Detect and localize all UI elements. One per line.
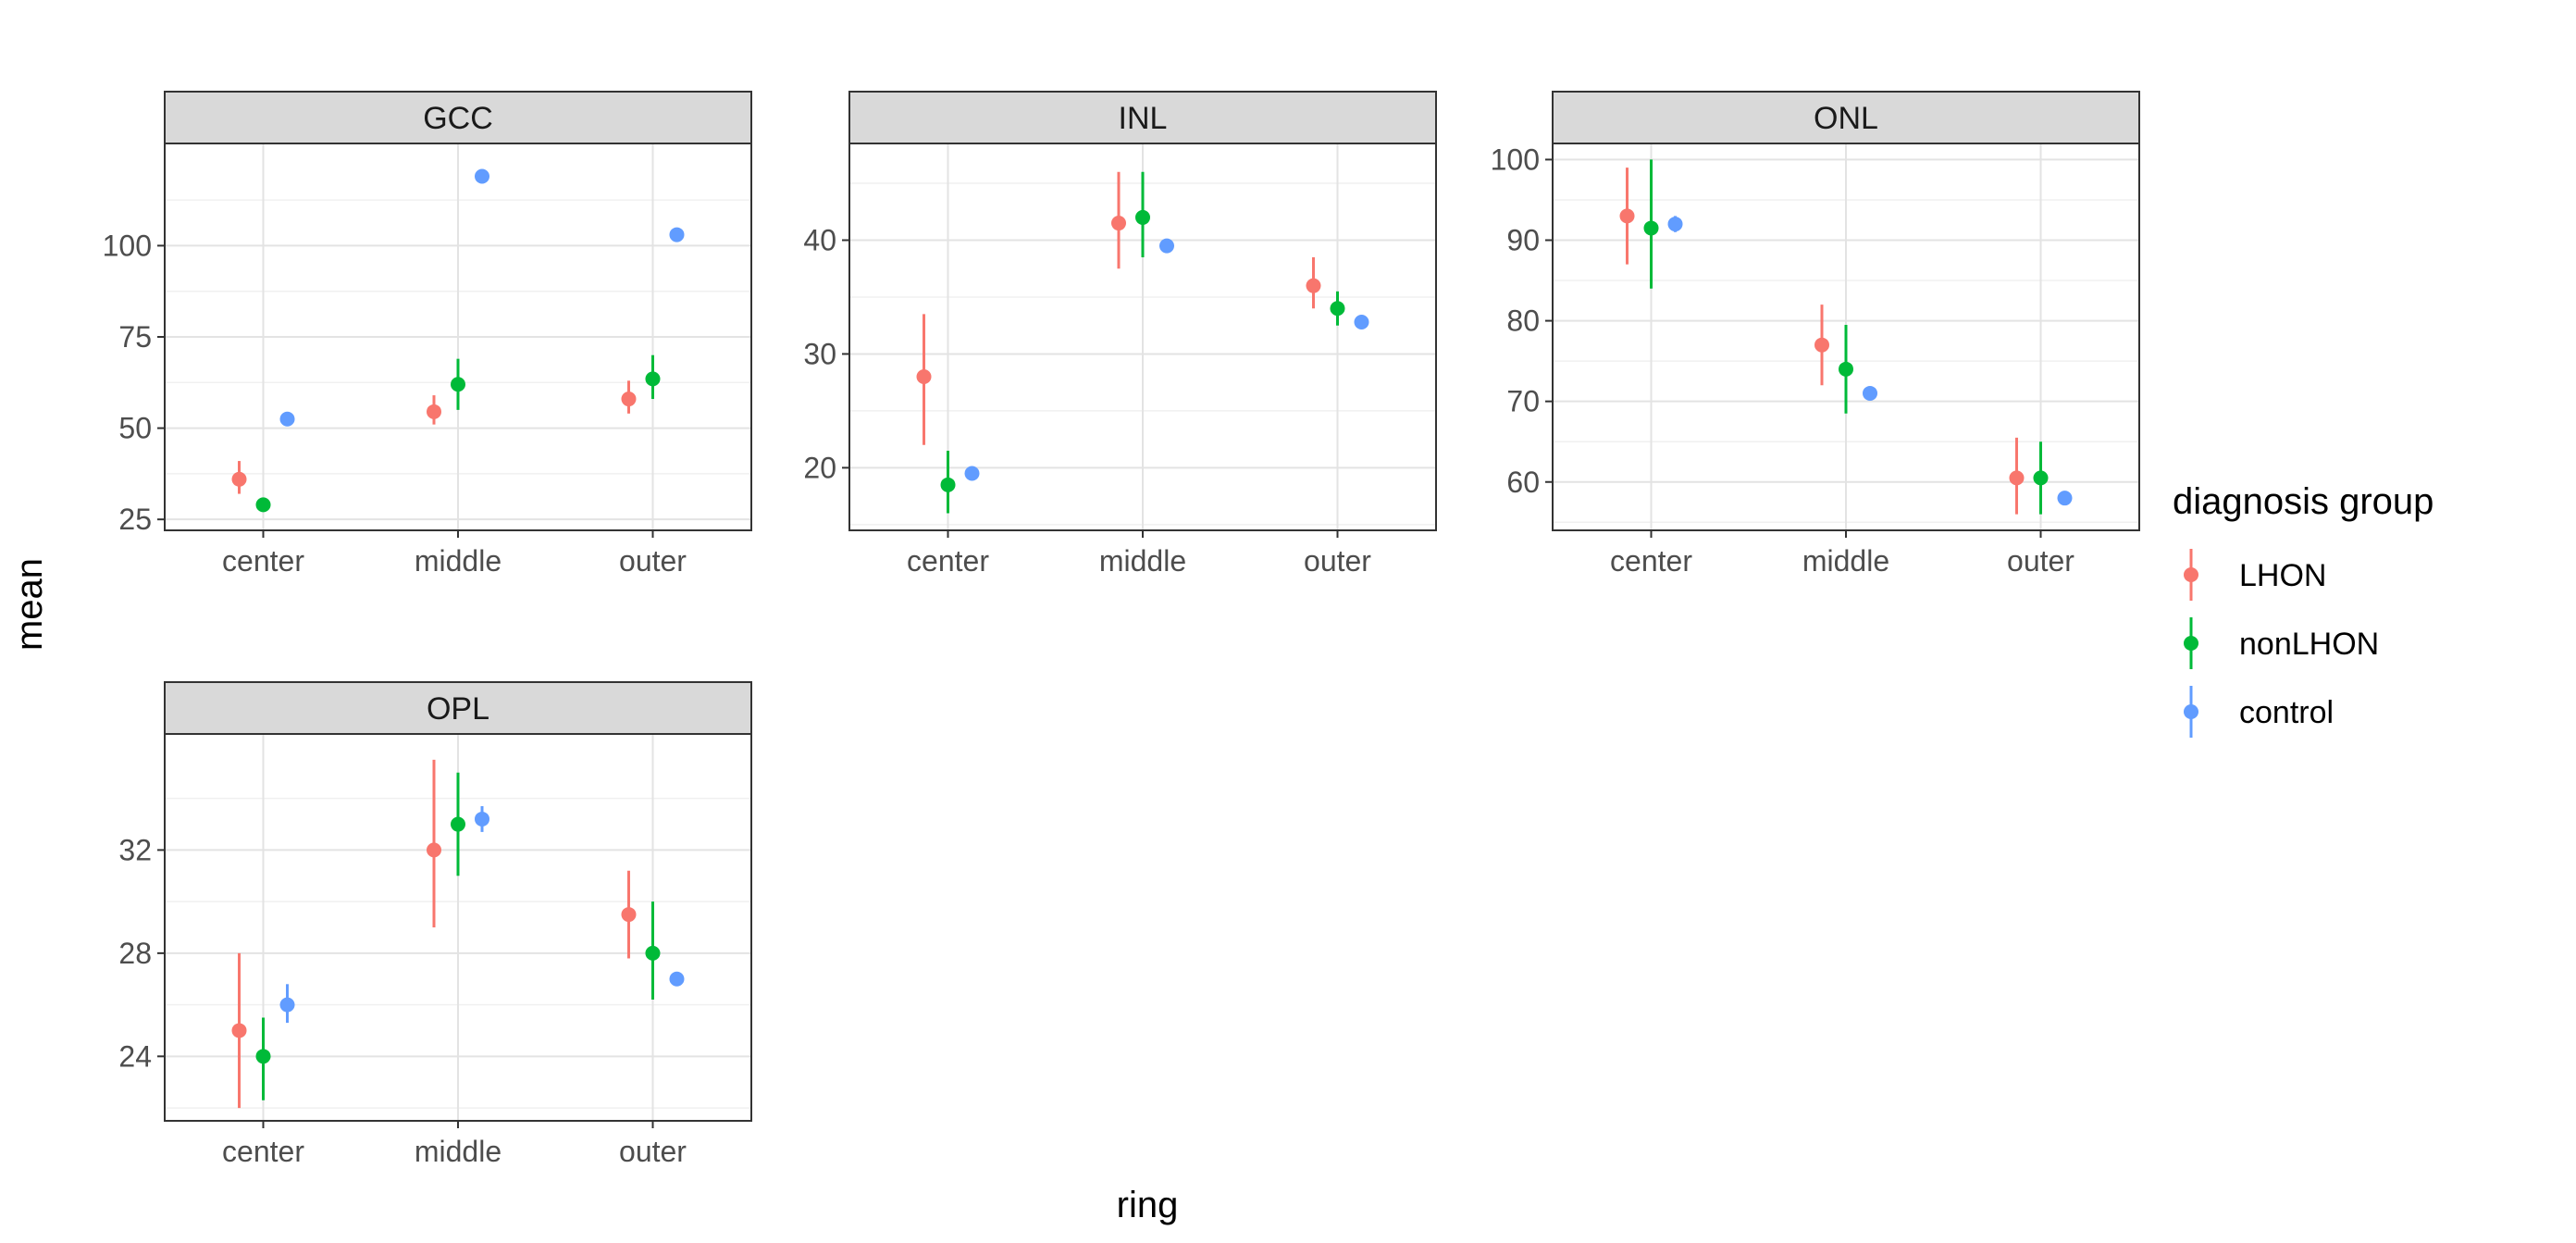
data-point (427, 404, 441, 419)
data-point (669, 971, 685, 987)
x-tick-label: center (222, 1135, 304, 1168)
facet-panel-onl: ONL 60 70 80 90 100 center middle outer (1491, 91, 2140, 578)
data-point (964, 466, 980, 481)
data-point (1354, 315, 1369, 330)
x-tick-label: center (222, 544, 304, 578)
data-point (621, 392, 637, 407)
facet-panel-opl: OPL 24 28 32 center middle outer (118, 681, 752, 1168)
legend-key-point (2184, 704, 2198, 719)
legend-label: control (2239, 695, 2334, 730)
data-point (1619, 208, 1635, 224)
y-tick-label: 25 (118, 503, 152, 536)
y-tick-label: 50 (118, 412, 152, 445)
x-tick-label: outer (2007, 544, 2074, 578)
y-tick-label: 28 (118, 937, 152, 970)
data-point (621, 907, 637, 923)
data-point (2057, 491, 2073, 506)
y-tick-label: 100 (103, 229, 152, 262)
strip-label: OPL (427, 691, 489, 727)
data-point (1667, 217, 1683, 232)
data-point (645, 945, 661, 961)
facet-panel-inl: INL 20 30 40 center middle outer (803, 91, 1437, 578)
data-point (1111, 216, 1126, 231)
data-point (475, 811, 489, 827)
legend-entry: nonLHON (2184, 617, 2379, 669)
data-point (1159, 238, 1174, 254)
y-tick-label: 90 (1506, 224, 1540, 257)
x-tick-label: middle (1802, 544, 1889, 578)
y-tick-label: 30 (803, 337, 836, 370)
panel-border (164, 143, 752, 531)
data-point (1814, 337, 1829, 353)
data-point (1863, 385, 1877, 401)
strip-label: GCC (423, 101, 493, 136)
data-point (1643, 220, 1659, 236)
data-point (2033, 470, 2049, 486)
legend-entry: control (2184, 686, 2334, 738)
x-tick-label: outer (619, 1135, 687, 1168)
data-point (255, 1049, 271, 1064)
x-tick-label: outer (619, 544, 687, 578)
legend-entry: LHON (2184, 549, 2326, 601)
data-point (279, 997, 295, 1013)
legend-key-point (2184, 567, 2198, 582)
y-tick-label: 100 (1491, 143, 1540, 176)
data-point (231, 1023, 247, 1038)
strip-background (848, 91, 1437, 144)
x-tick-label: middle (1099, 544, 1186, 578)
y-tick-label: 80 (1506, 305, 1540, 338)
panel-border (1552, 143, 2140, 531)
y-tick-label: 32 (118, 833, 152, 866)
x-tick-label: outer (1304, 544, 1371, 578)
data-point (1135, 209, 1150, 225)
legend-title: diagnosis group (2173, 481, 2434, 522)
x-tick-label: middle (415, 1135, 502, 1168)
data-point (451, 816, 465, 832)
y-tick-label: 60 (1506, 466, 1540, 499)
legend-label: LHON (2239, 558, 2326, 593)
data-point (2009, 470, 2025, 486)
data-point (451, 377, 465, 392)
legend: diagnosis group LHON nonLHON control (2173, 481, 2434, 738)
data-point (255, 497, 271, 513)
legend-label: nonLHON (2239, 627, 2379, 662)
data-point (645, 371, 661, 387)
data-point (669, 227, 685, 242)
panel-border (164, 733, 752, 1122)
strip-background (164, 681, 752, 735)
data-point (1839, 361, 1853, 377)
data-point (916, 369, 932, 385)
x-tick-label: middle (415, 544, 502, 578)
data-point (231, 471, 247, 487)
y-tick-label: 20 (803, 451, 836, 484)
x-tick-label: center (1610, 544, 1692, 578)
strip-background (1552, 91, 2140, 144)
strip-label: ONL (1814, 101, 1878, 136)
data-point (279, 411, 295, 427)
panel-border (848, 143, 1437, 531)
legend-key-point (2184, 636, 2198, 651)
y-tick-label: 70 (1506, 385, 1540, 418)
y-tick-label: 24 (118, 1039, 152, 1073)
x-tick-label: center (907, 544, 989, 578)
data-point (1306, 278, 1321, 293)
data-point (1330, 301, 1345, 317)
y-tick-label: 75 (118, 320, 152, 354)
x-axis-title: ring (1117, 1185, 1179, 1225)
data-point (427, 842, 441, 858)
y-axis-title: mean (9, 558, 50, 651)
facet-panel-gcc: GCC 25 50 75 100 center middle outer (103, 91, 752, 578)
strip-background (164, 91, 752, 144)
y-tick-label: 40 (803, 224, 836, 257)
data-point (475, 168, 489, 184)
data-point (940, 477, 956, 492)
facet-panels: GCC 25 50 75 100 center middle outer INL 20 30 40 ce… (103, 91, 2140, 1168)
strip-label: INL (1119, 101, 1168, 136)
